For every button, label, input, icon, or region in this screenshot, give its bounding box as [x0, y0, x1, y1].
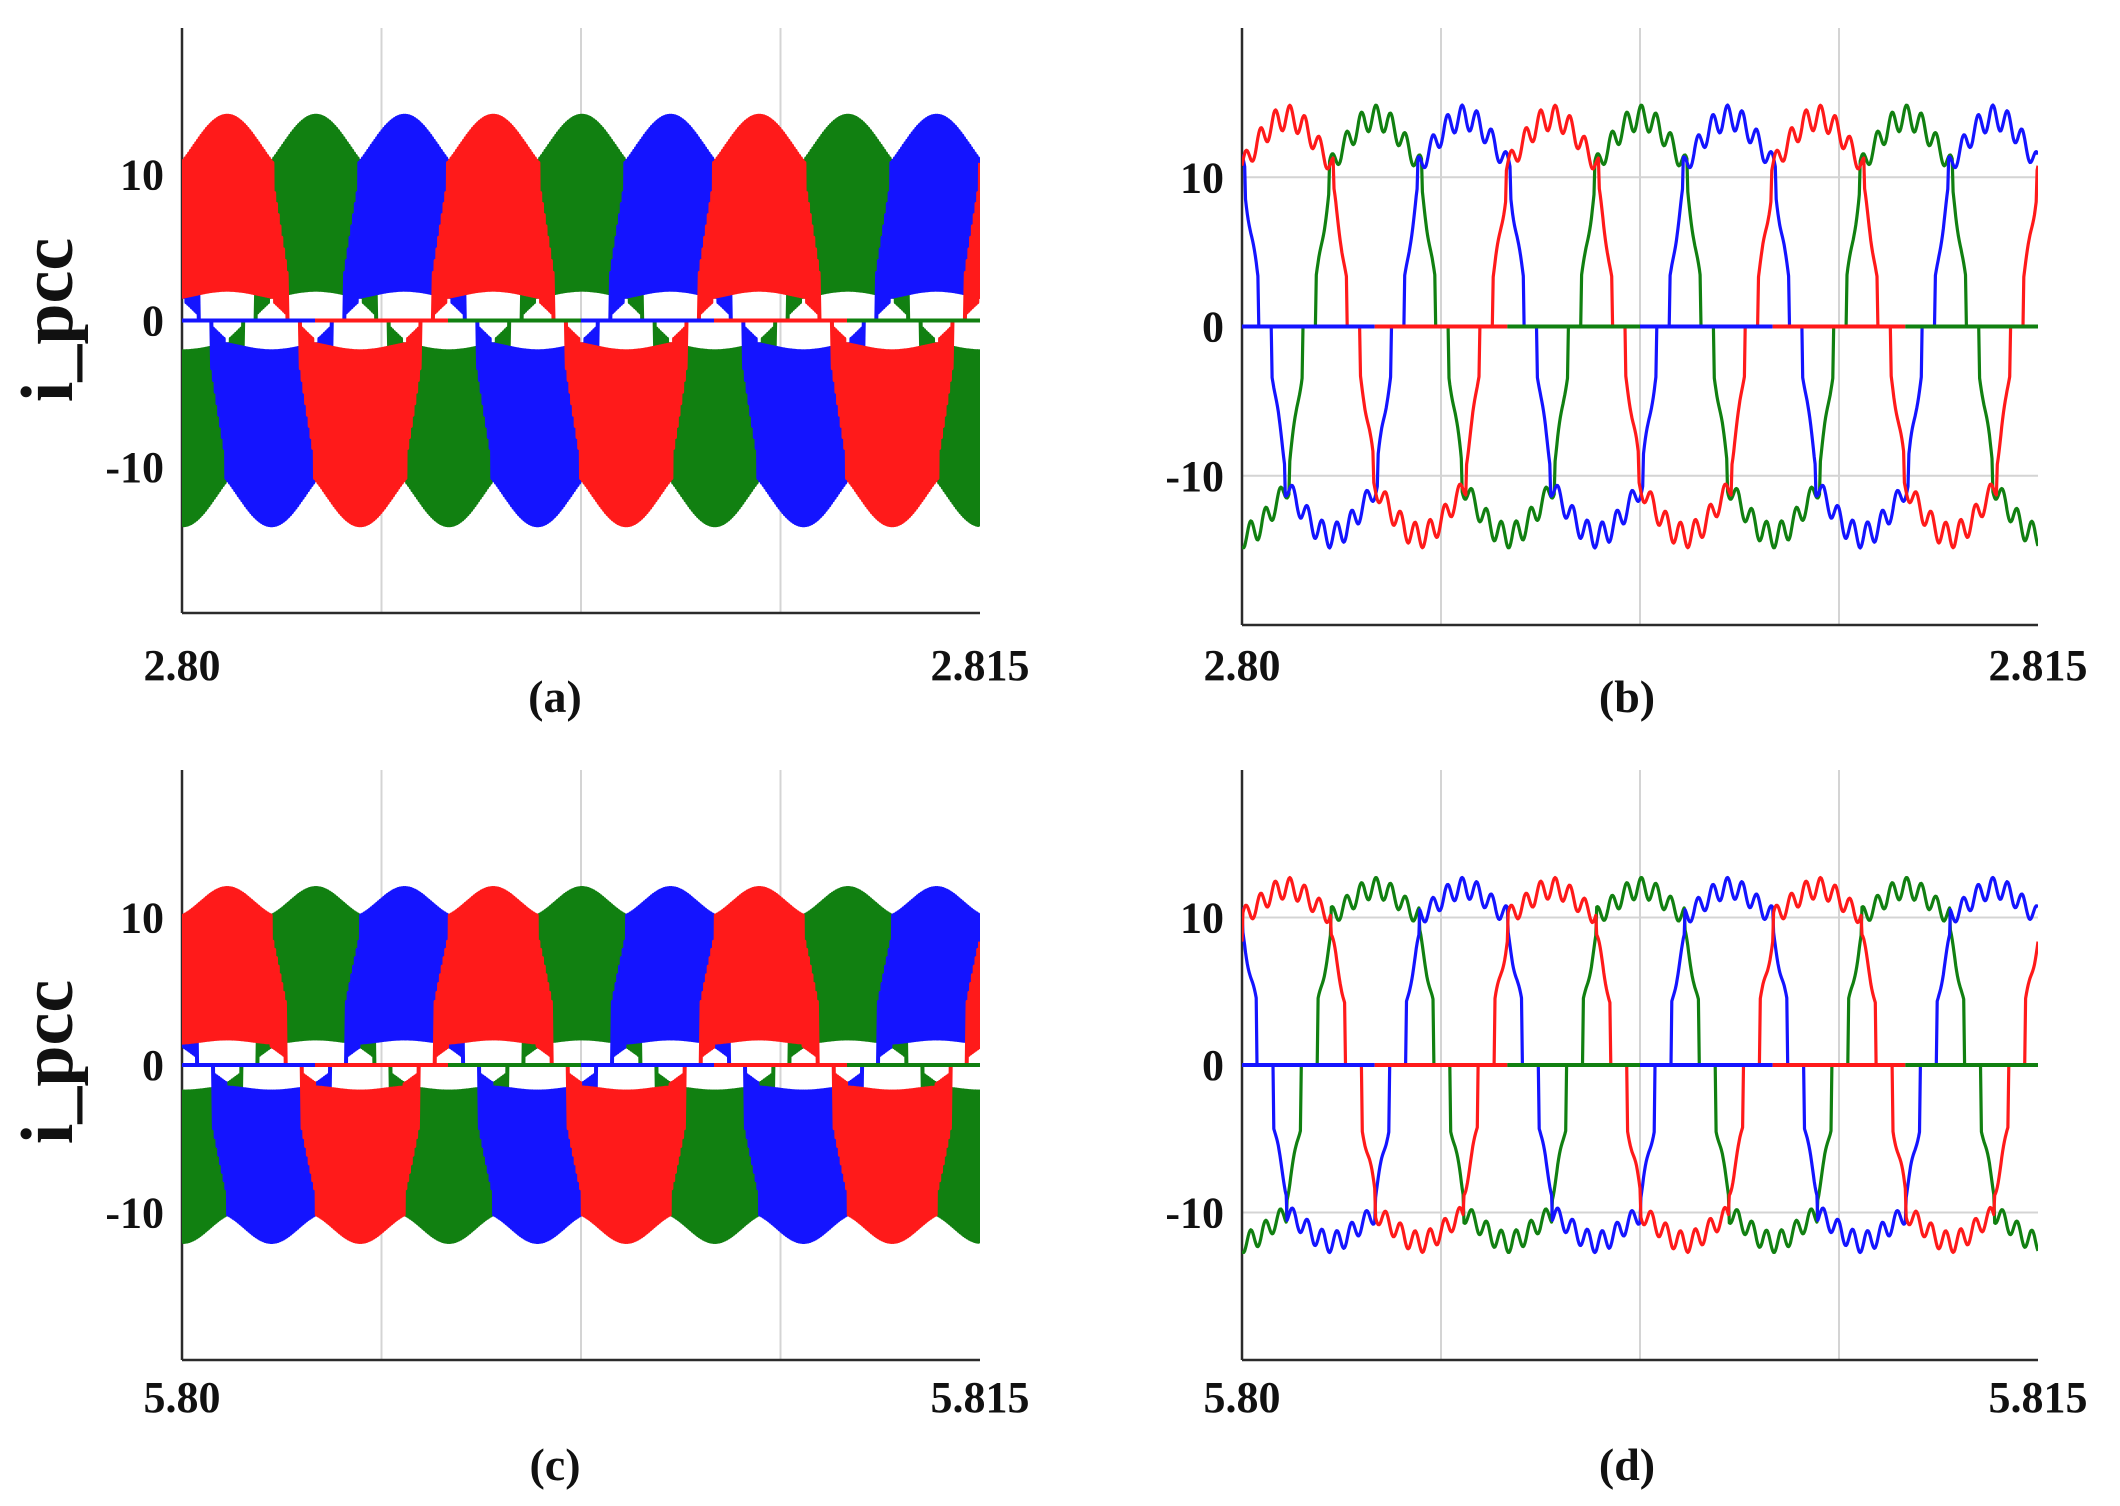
plot-area [1242, 103, 2038, 550]
y-axis-label: i_pcc [7, 238, 89, 402]
series-line-phase-b [182, 886, 980, 1244]
panel-d: 10 0 -10 5.80 5.815 (d) [1165, 770, 2088, 1490]
y-tick-label: 0 [142, 1041, 164, 1090]
y-tick-label: 0 [1202, 1041, 1224, 1090]
y-tick-label: 10 [1180, 894, 1224, 943]
y-tick-label: -10 [1165, 1189, 1224, 1238]
series-line-phase-a [182, 113, 980, 528]
panel-b: 10 0 -10 2.80 2.815 (b) [1165, 28, 2088, 722]
panel-caption: (a) [528, 671, 582, 722]
x-tick-label: 2.80 [1204, 641, 1281, 690]
x-tick-label: 5.815 [931, 1373, 1030, 1422]
plot-area [182, 886, 980, 1244]
y-tick-label: 10 [120, 150, 164, 199]
panel-caption: (d) [1599, 1439, 1655, 1490]
x-tick-label: 5.80 [144, 1373, 221, 1422]
series-line-phase-c [1242, 875, 2038, 1255]
series-line-phase-b [1242, 876, 2038, 1254]
panel-c: 10 0 -10 5.80 5.815 i_pcc (c) [7, 770, 1030, 1490]
y-tick-label: 10 [1180, 153, 1224, 202]
panel-caption: (b) [1599, 671, 1655, 722]
x-tick-label: 5.815 [1989, 1373, 2088, 1422]
x-tick-label: 2.815 [931, 641, 1030, 690]
x-tick-label: 2.80 [144, 641, 221, 690]
panel-a: 10 0 -10 2.80 2.815 i_pcc (a) [7, 28, 1030, 722]
series-line-phase-c [1242, 103, 2038, 550]
series-line-phase-a [182, 886, 980, 1244]
series-line-phase-a [1242, 103, 2038, 550]
y-tick-label: 0 [1202, 303, 1224, 352]
x-tick-label: 2.815 [1989, 641, 2088, 690]
panel-caption: (c) [529, 1439, 580, 1490]
plot-area [1242, 875, 2038, 1255]
y-tick-label: 0 [142, 297, 164, 346]
plot-area [182, 113, 980, 528]
series-line-phase-b [1242, 103, 2038, 550]
y-tick-label: -10 [105, 443, 164, 492]
series-line-phase-a [1242, 876, 2038, 1254]
x-tick-label: 5.80 [1204, 1373, 1281, 1422]
y-tick-label: -10 [1165, 452, 1224, 501]
y-tick-label: 10 [120, 894, 164, 943]
series-line-phase-b [182, 113, 980, 528]
y-tick-label: -10 [105, 1189, 164, 1238]
y-axis-label: i_pcc [7, 980, 89, 1144]
